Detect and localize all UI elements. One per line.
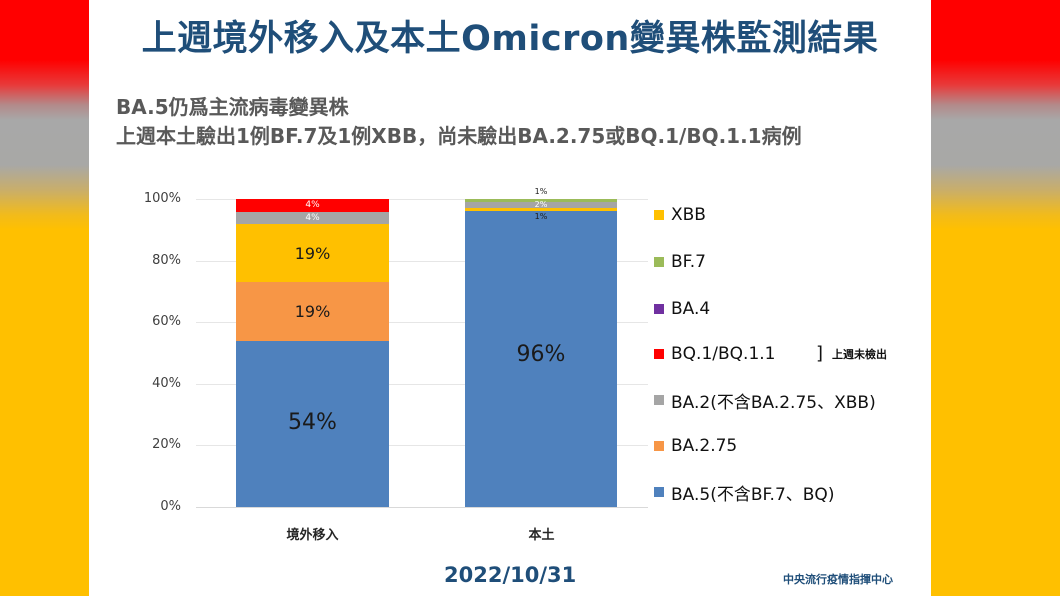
segment-xbb [465,208,617,211]
x-category-local: 本土 [528,528,555,543]
legend-item-ba275: BA.2.75 [654,434,737,458]
label-xbb: 19% [294,244,331,263]
label-ba2: 2% [534,200,548,209]
segment-ba5: 54% [236,341,389,507]
segment-ba2: 2% [465,200,617,209]
legend-swatch-xbb [654,210,664,220]
segment-bq: 4% [236,199,389,212]
bar-local: 2% 96% 1% 1% [465,187,617,507]
legend-item-bf7: BF.7 [654,250,706,274]
subtitle-line-1: BA.5仍爲主流病毒變異株 [116,95,349,119]
legend-label: XBB [671,205,706,225]
legend-swatch-ba5 [654,487,664,497]
label-ba5: 96% [516,342,566,367]
label-ba5: 54% [288,410,337,435]
legend-label: BA.2(不含BA.2.75、XBB) [671,392,876,413]
legend-item-ba2: BA.2(不含BA.2.75、XBB) [654,388,876,413]
y-tick-80: 80% [152,253,181,268]
segment-ba275: 19% [236,282,389,341]
label-bq: 4% [305,200,320,210]
segment-bf7 [465,199,617,202]
bracket-icon: ] [816,343,824,364]
y-tick-20: 20% [152,437,181,452]
legend-item-ba4: BA.4 [654,297,710,321]
organization-name: 中央流行疫情指揮中心 [783,573,893,586]
gridline-100 [196,199,648,200]
bracket-note: 上週未檢出 [832,348,887,361]
label-ba2: 4% [305,213,320,223]
page-title: 上週境外移入及本土Omicron變異株監測結果 [141,19,879,59]
x-category-imported: 境外移入 [286,528,339,543]
x-axis-line [196,507,648,508]
y-tick-0: 0% [160,499,181,514]
legend-item-ba5: BA.5(不含BF.7、BQ) [654,480,835,505]
legend-label: BF.7 [671,252,706,272]
gridline-80 [196,261,648,262]
legend-swatch-ba2 [654,395,664,405]
y-tick-40: 40% [152,376,181,391]
gridline-60 [196,322,648,323]
legend-swatch-ba4 [654,304,664,314]
slide-card: 上週境外移入及本土Omicron變異株監測結果 BA.5仍爲主流病毒變異株 上週… [89,0,931,596]
label-ba275: 19% [294,302,331,321]
legend-label: BQ.1/BQ.1.1 [671,344,776,364]
legend-label: BA.2.75 [671,436,738,456]
legend-swatch-bf7 [654,257,664,267]
y-tick-100: 100% [143,191,181,206]
gridline-20 [196,445,648,446]
legend-item-bq: BQ.1/BQ.1.1 [654,342,775,366]
gridline-40 [196,384,648,385]
segment-ba5: 96% [465,211,617,507]
report-date: 2022/10/31 [444,563,577,587]
segment-ba2: 4% [236,212,389,224]
legend-swatch-ba275 [654,441,664,451]
legend-item-xbb: XBB [654,203,706,227]
label-xbb: 1% [534,212,548,221]
legend-label: BA.5(不含BF.7、BQ) [671,484,835,505]
subtitle-line-2: 上週本土驗出1例BF.7及1例XBB，尚未驗出BA.2.75或BQ.1/BQ.1… [116,124,802,148]
bar-imported: 4% 4% 19% 19% 54% [236,199,389,507]
legend-label: BA.4 [671,299,711,319]
y-tick-60: 60% [152,314,181,329]
label-bf7: 1% [534,187,548,196]
legend-swatch-bq [654,349,664,359]
segment-xbb: 19% [236,224,389,282]
